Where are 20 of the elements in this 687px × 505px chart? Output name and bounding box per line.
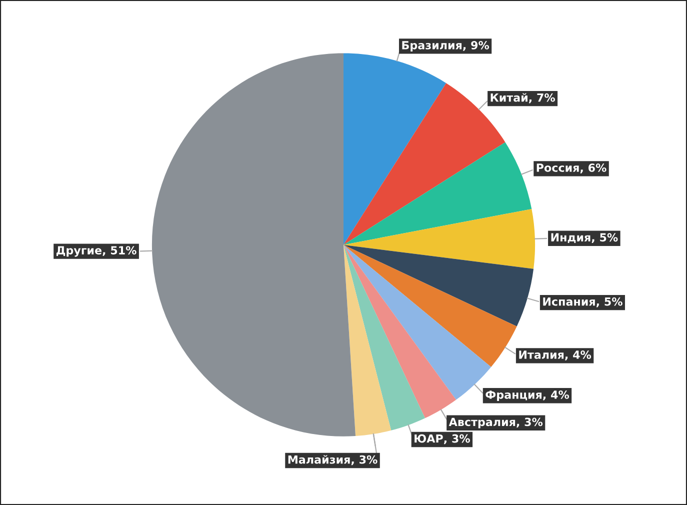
slice-label: ЮАР, 3% bbox=[414, 434, 470, 444]
pie-slice bbox=[344, 244, 517, 367]
slice-label: Бразилия, 9% bbox=[402, 40, 490, 52]
slice-label: Малайзия, 3% bbox=[288, 455, 378, 466]
slice-label: Франция, 4% bbox=[486, 390, 570, 402]
slice-label: Австралия, 3% bbox=[448, 418, 543, 428]
pie-slice bbox=[344, 244, 534, 326]
slice-label: Италия, 4% bbox=[519, 350, 592, 360]
slice-label: Испания, 5% bbox=[543, 297, 622, 308]
pie-slice bbox=[344, 142, 532, 245]
pie-slice bbox=[344, 244, 456, 418]
slice-label: Другие, 51% bbox=[56, 246, 136, 257]
slice-label: Россия, 6% bbox=[536, 164, 606, 174]
pie-slice bbox=[152, 53, 356, 436]
pie-slice bbox=[344, 244, 426, 430]
pie-slice bbox=[344, 208, 536, 269]
pie-slice bbox=[344, 244, 392, 436]
slice-label: Китай, 7% bbox=[490, 93, 555, 104]
slice-label: Индия, 5% bbox=[551, 233, 618, 243]
pie-slice bbox=[344, 53, 446, 245]
